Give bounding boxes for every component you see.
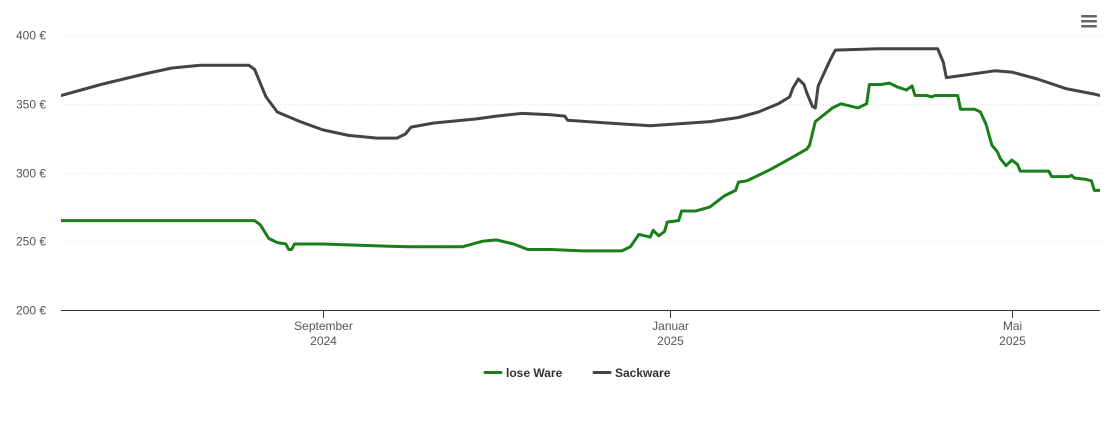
legend-label: Sackware bbox=[615, 366, 671, 380]
x-tick-month: Mai bbox=[1003, 319, 1022, 333]
series-lines bbox=[61, 47, 1110, 253]
series-line-sackware[interactable] bbox=[61, 47, 1110, 140]
series-line-lose-ware[interactable] bbox=[61, 81, 1110, 253]
x-tick-month: Januar bbox=[652, 319, 689, 333]
x-tick-month: September bbox=[294, 319, 353, 333]
x-tick-year: 2025 bbox=[999, 334, 1026, 348]
y-tick-label: 400 € bbox=[16, 29, 46, 43]
legend-item-lose-ware[interactable]: lose Ware bbox=[483, 366, 563, 380]
legend-label: lose Ware bbox=[506, 366, 563, 380]
grid-lines bbox=[61, 35, 1100, 242]
x-tick-year: 2025 bbox=[657, 334, 684, 348]
legend: lose Ware Sackware bbox=[483, 366, 671, 380]
y-tick-label: 200 € bbox=[16, 304, 46, 318]
y-axis: 400 € 350 € 300 € 250 € 200 € bbox=[16, 29, 46, 318]
legend-item-sackware[interactable]: Sackware bbox=[592, 366, 671, 380]
y-tick-label: 300 € bbox=[16, 167, 46, 181]
hamburger-menu-icon[interactable] bbox=[1078, 10, 1100, 32]
y-tick-label: 250 € bbox=[16, 235, 46, 249]
y-tick-label: 350 € bbox=[16, 98, 46, 112]
x-tick-year: 2024 bbox=[310, 334, 337, 348]
